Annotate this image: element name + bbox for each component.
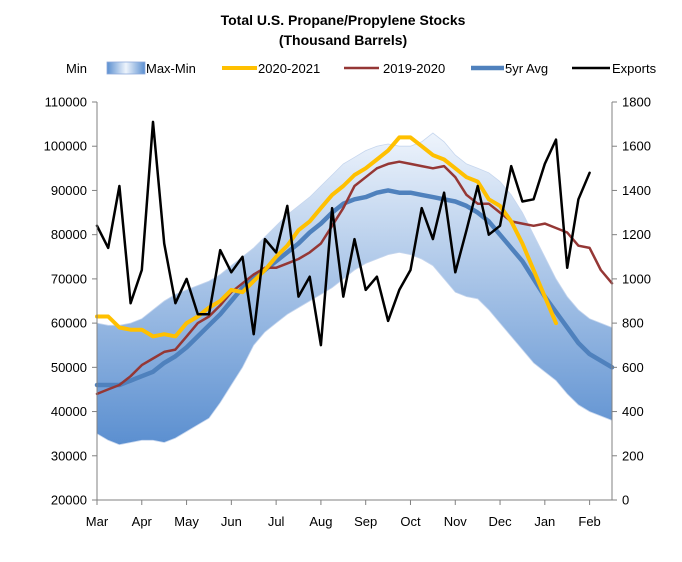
y-left-tick-label: 20000 — [51, 493, 87, 508]
axes: 20000 30000 40000 50000 60000 70000 80000 90000… — [44, 95, 651, 530]
legend-label-5yr-avg: 5yr Avg — [505, 61, 548, 76]
max-min-band — [96, 132, 613, 446]
y-left-tick-label: 90000 — [51, 183, 87, 198]
y-right-tick-label: 600 — [622, 360, 644, 375]
y-right-tick-label: 0 — [622, 493, 629, 508]
x-tick-label: Oct — [400, 514, 421, 529]
y-right-tick-label: 1600 — [622, 139, 651, 154]
x-tick-label: Nov — [444, 514, 468, 529]
y-right-tick-label: 1200 — [622, 227, 651, 242]
legend-label-2019-2020: 2019-2020 — [383, 61, 445, 76]
y-left-tick-label: 80000 — [51, 227, 87, 242]
chart-subtitle: (Thousand Barrels) — [279, 32, 407, 48]
chart-title: Total U.S. Propane/Propylene Stocks — [221, 12, 466, 28]
legend-label-exports: Exports — [612, 61, 657, 76]
y-right-tick-label: 400 — [622, 404, 644, 419]
series-2019-2020-line — [95, 160, 614, 396]
series-lines — [94, 120, 615, 396]
series-exports-line — [95, 120, 591, 347]
y-left-tick-label: 30000 — [51, 448, 87, 463]
y-right-tick-label: 1800 — [622, 95, 651, 110]
y-left-tick-label: 100000 — [44, 139, 87, 154]
y-right-tick-label: 1000 — [622, 271, 651, 286]
y-left-tick-label: 60000 — [51, 316, 87, 331]
x-tick-label: Jun — [221, 514, 242, 529]
x-tick-label: Dec — [488, 514, 512, 529]
x-tick-label: May — [174, 514, 199, 529]
y-left-tick-label: 40000 — [51, 404, 87, 419]
series-2020-2021-line — [95, 135, 558, 339]
y-right-tick-label: 800 — [622, 316, 644, 331]
x-tick-label: Jul — [268, 514, 285, 529]
x-tick-label: Jan — [534, 514, 555, 529]
y-left-tick-label: 50000 — [51, 360, 87, 375]
y-right-tick-label: 1400 — [622, 183, 651, 198]
x-tick-label: Mar — [86, 514, 109, 529]
y-right-tick-label: 200 — [622, 448, 644, 463]
max-min-area — [96, 132, 613, 446]
y-left-tick-label: 70000 — [51, 271, 87, 286]
legend-label-2020-2021: 2020-2021 — [258, 61, 320, 76]
x-tick-label: Aug — [309, 514, 332, 529]
legend-label-max-min: Max-Min — [146, 61, 196, 76]
x-tick-label: Feb — [578, 514, 600, 529]
x-tick-label: Sep — [354, 514, 377, 529]
y-left-tick-label: 110000 — [45, 95, 87, 110]
legend-label-min: Min — [66, 61, 87, 76]
series-5yr-avg-line — [94, 188, 615, 388]
x-tick-label: Apr — [132, 514, 153, 529]
legend: Min Max-Min 2020-2021 2019-2020 5yr Avg Expor… — [66, 61, 657, 76]
legend-swatch-max-min — [106, 61, 146, 75]
